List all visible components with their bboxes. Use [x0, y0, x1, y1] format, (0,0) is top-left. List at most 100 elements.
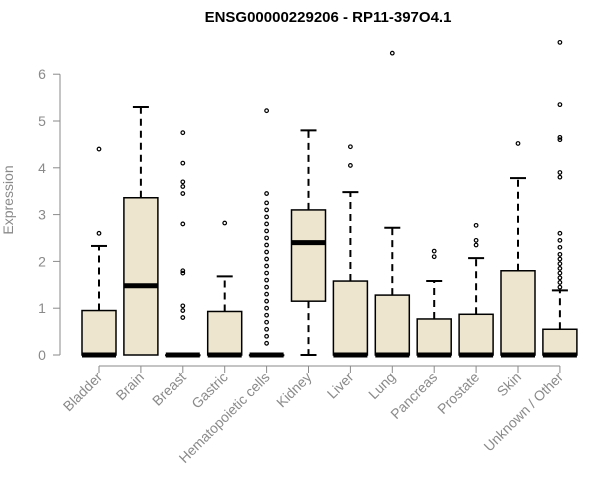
box-rect [123, 197, 159, 356]
box-bladder [81, 146, 117, 358]
outlier-point [264, 235, 270, 241]
outlier-point [557, 170, 563, 175]
outlier-point [180, 315, 186, 320]
outlier-point [557, 134, 563, 140]
box-breast [165, 130, 201, 358]
outlier-point [180, 191, 186, 196]
outlier-point [264, 291, 270, 297]
boxes-group [81, 39, 578, 358]
box-pancreas [416, 248, 452, 358]
box-rect [206, 310, 243, 356]
outlier-point [264, 249, 270, 255]
box-kidney [290, 129, 327, 356]
outlier-point [557, 174, 563, 180]
box-liver [332, 144, 369, 358]
outlier-point [557, 284, 563, 290]
outlier-point [557, 275, 563, 281]
box-prostate [458, 222, 494, 358]
outlier-point [264, 263, 270, 269]
outlier-point [557, 230, 563, 236]
box-hematopoietic-cells [248, 108, 285, 358]
outlier-point [557, 251, 563, 257]
y-axis-label: Expression [0, 165, 16, 234]
box-lung [374, 50, 411, 358]
outlier-point [180, 221, 186, 227]
outlier-point [473, 242, 479, 248]
x-tick-label: Unknown / Other [480, 369, 566, 455]
box-rect [290, 209, 327, 302]
outlier-point [557, 39, 563, 45]
outlier-point [557, 261, 563, 267]
outlier-point [431, 254, 437, 260]
outlier-point [557, 270, 563, 276]
outlier-point [431, 248, 437, 254]
outlier-point [264, 256, 270, 262]
outlier-point [180, 268, 186, 274]
outlier-point [180, 270, 186, 276]
outlier-point [557, 266, 563, 271]
y-tick-label: 1 [38, 300, 46, 316]
box-rect [81, 309, 117, 356]
outlier-point [264, 340, 270, 346]
outlier-point [264, 305, 270, 311]
outlier-point [264, 207, 270, 213]
outlier-point [264, 284, 270, 290]
outlier-point [264, 242, 270, 248]
outlier-point [389, 50, 395, 56]
outlier-point [264, 312, 270, 318]
outlier-point [180, 130, 186, 136]
outlier-point [473, 237, 479, 243]
y-tick-label: 5 [38, 113, 46, 129]
x-tick-label: Kidney [273, 369, 315, 411]
outlier-point [264, 326, 270, 332]
box-rect [458, 313, 494, 356]
outlier-point [557, 280, 563, 285]
y-axis: 0 1 2 3 4 5 6 [38, 66, 61, 363]
box-rect [332, 280, 369, 356]
outlier-point [557, 137, 563, 143]
y-tick-label: 6 [38, 66, 46, 82]
x-tick-label: Lung [365, 369, 398, 402]
outlier-point [264, 221, 270, 227]
x-tick-label: Liver [324, 369, 357, 402]
outlier-point [473, 222, 479, 228]
y-tick-label: 4 [38, 160, 46, 176]
outlier-point [557, 244, 563, 250]
outlier-point [264, 298, 270, 304]
y-tick-label: 3 [38, 207, 46, 223]
outlier-point [557, 102, 563, 108]
x-tick-label: Breast [149, 369, 189, 409]
outlier-point [264, 228, 270, 234]
outlier-point [96, 146, 102, 152]
outlier-point [557, 237, 563, 243]
outlier-point [264, 200, 270, 206]
outlier-point [180, 308, 186, 313]
outlier-point [180, 184, 186, 189]
outlier-point [264, 214, 270, 220]
outlier-point [264, 108, 270, 114]
outlier-point [264, 191, 270, 196]
box-gastric [206, 220, 243, 358]
outlier-point [348, 144, 353, 150]
box-rect [416, 318, 452, 356]
box-rect [500, 270, 536, 356]
x-tick-label: Bladder [60, 369, 106, 415]
box-brain [123, 105, 159, 356]
box-unknown-other [542, 39, 578, 358]
outlier-point [264, 277, 270, 283]
box-skin [500, 141, 536, 358]
outlier-point [264, 270, 270, 276]
box-rect [542, 328, 578, 356]
chart-title: ENSG00000229206 - RP11-397O4.1 [205, 9, 452, 26]
x-tick-label: Brain [113, 369, 147, 403]
x-tick-label: Prostate [434, 369, 482, 417]
x-tick-label: Pancreas [387, 369, 440, 422]
box-rect [374, 294, 411, 356]
y-tick-label: 0 [38, 347, 46, 363]
outlier-point [96, 230, 102, 236]
outlier-point [222, 220, 228, 226]
outlier-point [180, 179, 186, 185]
